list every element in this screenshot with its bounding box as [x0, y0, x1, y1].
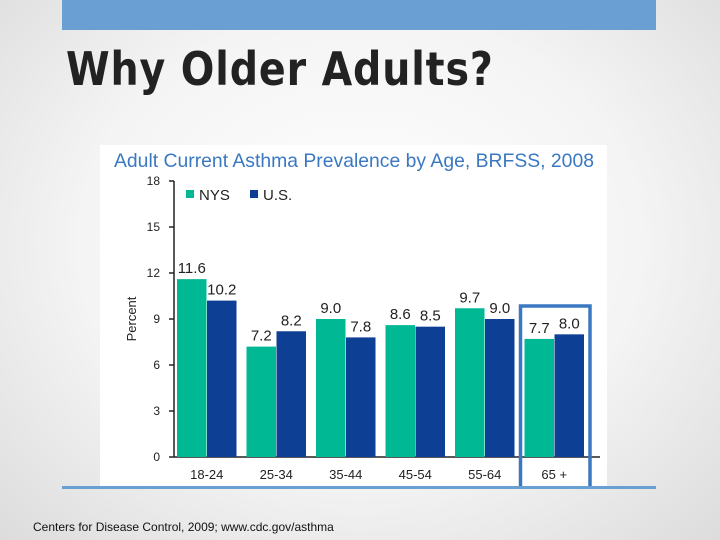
- data-label: 8.2: [281, 312, 302, 329]
- data-label: 7.2: [251, 328, 272, 345]
- bar-us: [485, 319, 515, 457]
- y-tick-label: 6: [153, 358, 160, 372]
- top-accent-bar: [62, 0, 656, 30]
- data-label: 8.0: [559, 315, 580, 332]
- bar-nys: [246, 346, 276, 457]
- x-tick-label: 25-34: [260, 467, 293, 482]
- data-label: 7.7: [529, 320, 550, 337]
- data-label: 10.2: [207, 282, 236, 299]
- bar-us: [207, 300, 237, 457]
- legend-label-us: U.S.: [263, 187, 292, 204]
- y-tick-label: 18: [147, 174, 161, 188]
- bar-nys: [455, 308, 485, 457]
- chart-title: Adult Current Asthma Prevalence by Age, …: [114, 150, 594, 172]
- bar-us: [415, 326, 445, 457]
- data-label: 9.0: [320, 300, 341, 317]
- y-tick-label: 9: [153, 312, 160, 326]
- data-label: 8.6: [390, 306, 411, 323]
- bar-nys: [385, 325, 415, 457]
- x-tick-label: 65 +: [541, 467, 567, 482]
- bar-us: [346, 337, 376, 457]
- data-label: 9.7: [459, 289, 480, 306]
- bottom-accent-line: [62, 486, 656, 489]
- legend-swatch-nys: [186, 190, 194, 198]
- y-tick-label: 0: [153, 450, 160, 464]
- slide-title: Why Older Adults?: [66, 42, 494, 96]
- x-tick-label: 18-24: [190, 467, 223, 482]
- data-label: 11.6: [178, 260, 206, 277]
- x-tick-label: 55-64: [468, 467, 501, 482]
- y-tick-label: 15: [147, 220, 161, 234]
- bar-chart: Adult Current Asthma Prevalence by Age, …: [114, 150, 600, 492]
- data-label: 9.0: [489, 300, 510, 317]
- data-label: 8.5: [420, 308, 441, 325]
- legend-swatch-us: [250, 190, 258, 198]
- y-tick-label: 12: [147, 266, 161, 280]
- x-tick-label: 45-54: [399, 467, 432, 482]
- bar-nys: [524, 338, 554, 457]
- y-axis-label: Percent: [124, 296, 139, 341]
- y-tick-label: 3: [153, 404, 160, 418]
- bar-nys: [316, 319, 346, 457]
- data-label: 7.8: [350, 318, 371, 335]
- bar-us: [554, 334, 584, 457]
- source-citation: Centers for Disease Control, 2009; www.c…: [33, 520, 334, 534]
- x-tick-label: 35-44: [329, 467, 362, 482]
- bar-us: [276, 331, 306, 457]
- legend-label-nys: NYS: [199, 187, 230, 204]
- chart-panel: Adult Current Asthma Prevalence by Age, …: [100, 145, 607, 492]
- bar-nys: [177, 279, 207, 457]
